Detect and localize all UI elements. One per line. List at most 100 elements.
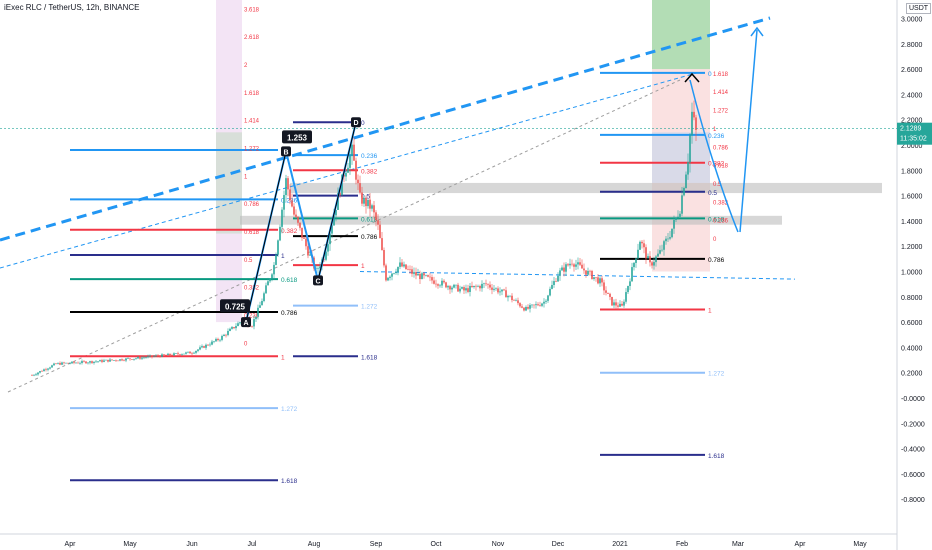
candle-body <box>379 224 381 239</box>
fib-left-column-label: 2.618 <box>244 35 260 41</box>
candle-body <box>423 273 425 276</box>
candle-body <box>641 241 643 244</box>
candle-body <box>199 347 201 350</box>
candle-body <box>513 300 515 301</box>
candle-body <box>227 330 229 335</box>
candle-body <box>221 336 223 340</box>
candle-body <box>393 273 395 274</box>
fib-left-column-label: 1 <box>244 174 248 180</box>
fib-right-column-label: 0.236 <box>713 219 729 225</box>
candle-body <box>261 300 263 306</box>
candle-body <box>405 264 407 270</box>
fib-left-column-label: 1.414 <box>244 119 260 125</box>
candle-body <box>135 358 137 359</box>
candle-body <box>145 357 147 359</box>
candle-body <box>363 198 365 204</box>
candle-body <box>193 352 195 354</box>
candle-body <box>569 263 571 266</box>
x-tick-label: May <box>853 541 867 548</box>
candle-body <box>615 302 617 306</box>
candle-body <box>279 226 281 241</box>
candle-body <box>617 305 619 307</box>
trendline-upper <box>0 16 771 242</box>
candle-body <box>383 250 385 266</box>
current-price-value: 2.1289 <box>900 126 922 133</box>
fib-right-column-label: 0.786 <box>713 145 729 151</box>
candle-body <box>447 286 449 288</box>
candle-body <box>561 267 563 271</box>
candle-body <box>457 284 459 292</box>
fib-mid-label: 0.786 <box>361 234 378 241</box>
fib-mid-label: 1 <box>361 263 365 270</box>
candle-body <box>607 292 609 294</box>
fib-left-label: 0.786 <box>281 310 298 317</box>
resistance-zone-lower <box>240 215 782 225</box>
currency-badge[interactable]: USDT <box>906 3 932 14</box>
fib-left-column-label: 1.618 <box>244 91 260 97</box>
candle-body <box>67 362 69 364</box>
candle-body <box>585 270 587 275</box>
candle-body <box>619 303 621 307</box>
candle-body <box>637 249 639 259</box>
candle-body <box>65 362 67 364</box>
candle-body <box>61 362 63 365</box>
candle-body <box>403 264 405 267</box>
candle-body <box>519 303 521 307</box>
candle-body <box>107 359 109 362</box>
support-line-dashed <box>359 271 796 280</box>
y-tick-label: -0.0000 <box>901 396 925 403</box>
candle-body <box>365 198 367 207</box>
candle-body <box>233 327 235 329</box>
candle-body <box>225 334 227 336</box>
fib-right-column-label: 1.272 <box>713 109 729 115</box>
candle-body <box>189 351 191 354</box>
candle-body <box>467 288 469 292</box>
candle-body <box>559 270 561 276</box>
candle-body <box>421 273 423 280</box>
candle-body <box>141 357 143 359</box>
candle-body <box>541 303 543 306</box>
candle-body <box>293 206 295 215</box>
fib-green-band-left <box>216 132 242 234</box>
candle-body <box>265 285 267 294</box>
x-tick-label: Oct <box>431 541 442 548</box>
fib-left-column-label: 0.786 <box>244 202 260 208</box>
abcd-point-badge <box>351 117 361 128</box>
candle-body <box>195 350 197 353</box>
candle-body <box>577 262 579 265</box>
candle-body <box>371 205 373 209</box>
fib-right-label: 1.618 <box>708 453 725 460</box>
candle-body <box>357 179 359 184</box>
abcd-point-label: D <box>353 120 358 127</box>
price-tag-box <box>282 130 312 144</box>
candle-body <box>459 288 461 292</box>
candle-body <box>201 346 203 348</box>
candle-body <box>499 291 501 293</box>
candle-body <box>77 362 79 364</box>
candle-body <box>307 246 309 256</box>
candle-body <box>445 282 447 288</box>
candle-body <box>139 356 141 359</box>
x-tick-label: Feb <box>676 541 688 548</box>
candle-body <box>121 359 123 361</box>
projection-arrow-up <box>739 29 758 233</box>
candle-body <box>625 292 627 302</box>
candle-body <box>39 371 41 373</box>
candle-body <box>209 344 211 346</box>
candle-body <box>397 266 399 272</box>
candle-body <box>509 295 511 297</box>
candle-body <box>411 269 413 274</box>
candle-body <box>485 283 487 285</box>
candle-body <box>117 360 119 362</box>
candle-body <box>169 353 171 356</box>
bar-countdown: 11:35:02 <box>900 136 927 143</box>
candle-body <box>273 264 275 275</box>
abcd-point-label: C <box>315 278 320 285</box>
candle-body <box>41 371 43 372</box>
candle-body <box>187 351 189 353</box>
candle-body <box>461 287 463 289</box>
candle-body <box>505 290 507 298</box>
candle-body <box>345 172 347 177</box>
candle-body <box>511 295 513 301</box>
